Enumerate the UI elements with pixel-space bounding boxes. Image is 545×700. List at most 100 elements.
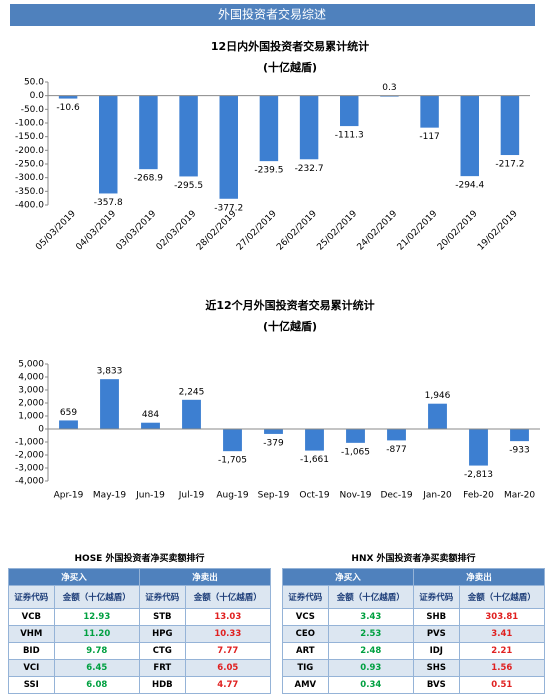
bar <box>99 95 118 194</box>
code-cell: AMV <box>282 676 329 694</box>
value-label: 3,833 <box>97 367 123 377</box>
amount-cell: 9.78 <box>53 642 140 660</box>
x-tick-label: Mar-20 <box>504 491 535 501</box>
code-cell: BID <box>8 642 55 660</box>
column-row: 证券代码 金额（十亿越盾） 证券代码 金额（十亿越盾） <box>8 585 272 609</box>
bar <box>305 429 324 451</box>
value-label: -111.3 <box>335 131 364 141</box>
code-cell: STB <box>138 608 186 626</box>
value-label: 1,946 <box>425 391 451 401</box>
y-tick-label: -100.0 <box>15 119 44 129</box>
column-header: 证券代码 <box>8 585 55 609</box>
bar <box>428 403 447 429</box>
column-header: 金额（十亿越盾） <box>327 585 414 609</box>
group-header: 净卖出 <box>138 568 272 586</box>
value-label: 2,245 <box>179 387 205 397</box>
value-label: -1,661 <box>300 455 329 465</box>
bar <box>264 429 283 434</box>
code-cell: SHS <box>412 659 460 677</box>
group-header: 净卖出 <box>412 568 545 586</box>
bar <box>219 95 238 199</box>
bar <box>340 95 359 127</box>
y-tick-label: -250.0 <box>15 160 44 170</box>
x-tick-label: Sep-19 <box>258 491 290 501</box>
table: 净买入 净卖出 证券代码 金额（十亿越盾） 证券代码 金额（十亿越盾） VCS 3.43 SHB… <box>282 568 545 694</box>
chart-subtitle: (十亿越盾) <box>263 319 317 333</box>
header-bar <box>10 4 535 26</box>
x-tick-label: Apr-19 <box>54 491 84 501</box>
code-cell: SHB <box>412 608 460 626</box>
bar <box>299 95 319 160</box>
table-wrap: HOSE 外国投资者净买卖额排行 净买入 净卖出 证券代码 金额（十亿越盾） 证券代码 金额… <box>8 550 272 694</box>
chart-title: 近12个月外国投资者交易累计统计 <box>205 298 374 312</box>
bar <box>420 95 439 128</box>
y-tick-label: 50.0 <box>24 78 44 88</box>
charts: 外国投资者交易综述 12日内外国投资者交易累计统计 (十亿越盾) 50.0 0.0 -5… <box>10 4 540 501</box>
amount-cell: 3.41 <box>458 625 545 643</box>
amount-cell: 6.45 <box>53 659 140 677</box>
y-tick-label: -300.0 <box>15 173 44 183</box>
table-row: ART 2.48 IDJ 2.21 <box>282 642 545 660</box>
code-cell: SSI <box>8 676 55 694</box>
amount-cell: 6.08 <box>53 676 140 694</box>
code-cell: HPG <box>138 625 186 643</box>
x-tick-label: 25/02/2019 <box>315 209 359 253</box>
table-row: BID 9.78 CTG 7.77 <box>8 642 272 660</box>
x-tick-label: 21/02/2019 <box>396 209 440 253</box>
code-cell: VHM <box>8 625 55 643</box>
y-tick-label: -2,000 <box>15 451 44 461</box>
code-cell: VCI <box>8 659 55 677</box>
column-header: 证券代码 <box>138 585 186 609</box>
value-label: -2,813 <box>464 470 493 480</box>
column-header: 金额（十亿越盾） <box>458 585 545 609</box>
bar <box>139 95 158 170</box>
table: 净买入 净卖出 证券代码 金额（十亿越盾） 证券代码 金额（十亿越盾） VCB 12.93 ST… <box>8 568 272 694</box>
group-header: 净买入 <box>8 568 140 586</box>
column-header: 金额（十亿越盾） <box>184 585 272 609</box>
y-tick-label: -200.0 <box>15 146 44 156</box>
code-cell: CTG <box>138 642 186 660</box>
column-header: 金额（十亿越盾） <box>53 585 140 609</box>
bar <box>500 95 520 156</box>
table-row: VHM 11.20 HPG 10.33 <box>8 625 272 643</box>
x-tick-label: 26/02/2019 <box>275 209 319 253</box>
code-cell: VCS <box>282 608 329 626</box>
header-row: 净买入 净卖出 <box>282 568 545 586</box>
bar <box>469 429 488 466</box>
amount-cell: 7.77 <box>184 642 272 660</box>
column-header: 证券代码 <box>412 585 460 609</box>
bar <box>141 422 160 429</box>
amount-cell: 10.33 <box>184 625 272 643</box>
value-label: -10.6 <box>56 103 80 113</box>
value-label: -1,705 <box>218 456 247 466</box>
bar <box>460 95 479 177</box>
code-cell: CEO <box>282 625 329 643</box>
amount-cell: 0.51 <box>458 676 545 694</box>
x-tick-label: 19/02/2019 <box>476 209 520 253</box>
x-tick-label: 24/02/2019 <box>356 209 400 253</box>
table-row: CEO 2.53 PVS 3.41 <box>282 625 545 643</box>
bar <box>346 429 365 443</box>
x-tick-label: Dec-19 <box>380 491 412 501</box>
x-tick-label: 04/03/2019 <box>74 209 118 253</box>
bar <box>179 95 198 177</box>
code-cell: TIG <box>282 659 329 677</box>
code-cell: IDJ <box>412 642 460 660</box>
y-tick-label: -4,000 <box>15 477 44 487</box>
bar <box>223 429 242 452</box>
table-row: VCI 6.45 FRT 6.05 <box>8 659 272 677</box>
y-tick-label: -3,000 <box>15 464 44 474</box>
header-row: 净买入 净卖出 <box>8 568 272 586</box>
amount-cell: 3.43 <box>327 608 414 626</box>
bar <box>59 420 78 429</box>
x-tick-label: May-19 <box>93 491 126 501</box>
table-title: HNX 外国投资者净买卖额排行 <box>351 554 476 564</box>
table-row: VCS 3.43 SHB 303.81 <box>282 608 545 626</box>
y-tick-label: 1,000 <box>18 412 44 422</box>
y-tick-label: 2,000 <box>18 399 44 409</box>
value-label: -239.5 <box>254 166 283 176</box>
value-label: -294.4 <box>455 181 484 191</box>
bar <box>58 95 78 99</box>
table-wrap: HNX 外国投资者净买卖额排行净买入 净卖出 证券代码 金额（十亿越盾） 证券代码 金额（… <box>282 550 545 694</box>
